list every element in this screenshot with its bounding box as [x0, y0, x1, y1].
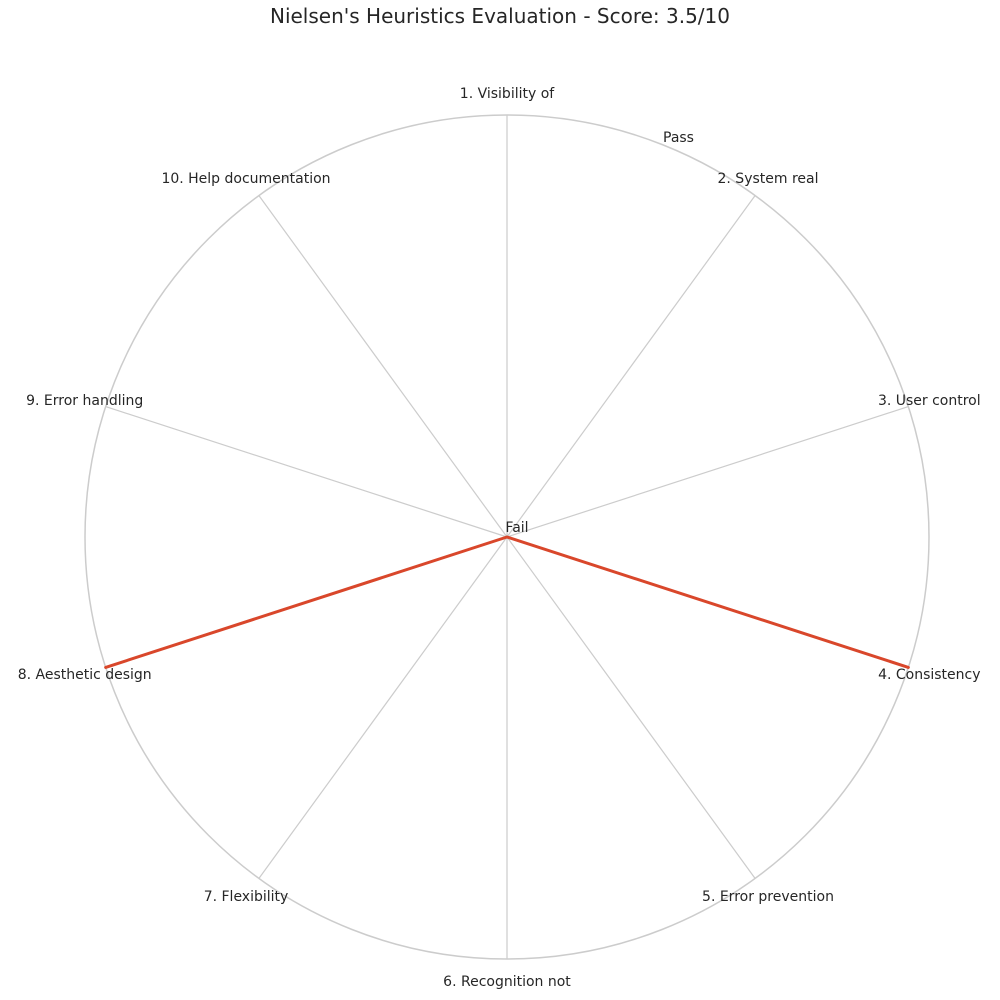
chart-title: Nielsen's Heuristics Evaluation - Score:…	[269, 4, 730, 28]
axis-label: 7. Flexibility	[204, 889, 289, 905]
axis-label: 8. Aesthetic design	[18, 667, 152, 683]
spoke-line	[506, 406, 909, 538]
spoke-line	[258, 536, 508, 879]
label-layer: 1. Visibility of 2. System real 3. User co…	[18, 86, 981, 990]
axis-label: 5. Error prevention	[702, 889, 834, 905]
axis-label: 2. System real	[718, 171, 819, 187]
ring-label: Pass	[663, 130, 694, 146]
spoke-line	[105, 406, 508, 538]
axis-label: 9. Error handling	[26, 393, 143, 409]
axis-label: 1. Visibility of	[460, 86, 555, 102]
series-layer	[104, 535, 910, 669]
spoke-line	[506, 536, 756, 879]
axis-label: 3. User control	[878, 393, 981, 409]
spoke-line	[506, 195, 756, 538]
spoke-line	[258, 195, 508, 538]
axis-label: 6. Recognition not	[443, 974, 571, 990]
axis-label: 10. Help documentation	[161, 171, 330, 187]
ring-label: Fail	[505, 520, 528, 536]
axis-label: 4. Consistency	[878, 667, 980, 683]
grid-layer	[84, 114, 930, 960]
